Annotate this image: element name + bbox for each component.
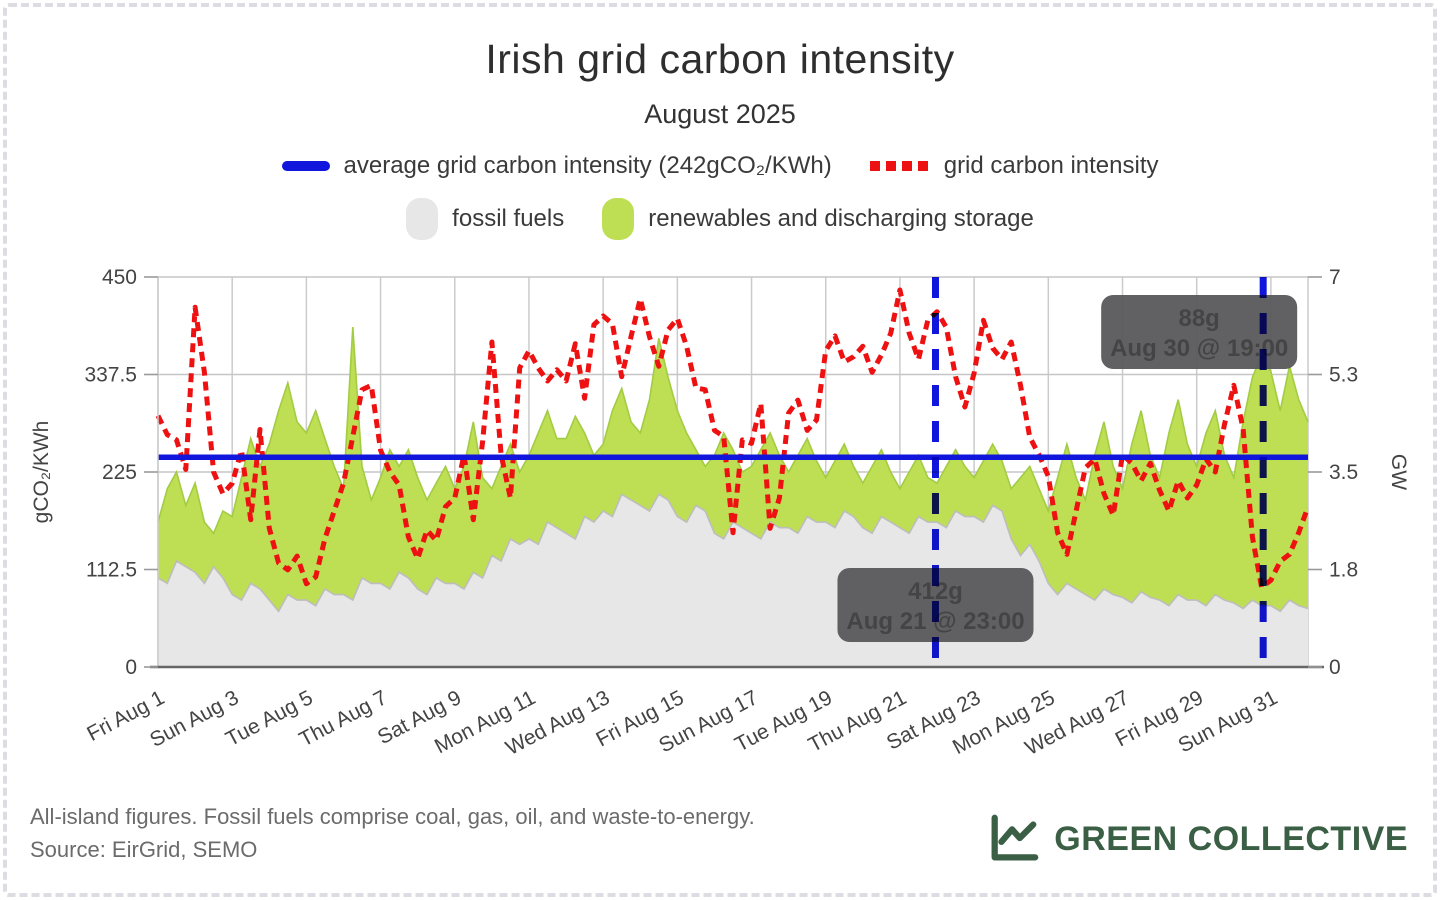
svg-text:225: 225 — [102, 461, 137, 484]
chart-subtitle: August 2025 — [644, 99, 796, 129]
footer-note: All-island figures. Fossil fuels compris… — [30, 804, 755, 829]
legend-item-average: average grid carbon intensity (242gCO₂/K… — [281, 152, 832, 180]
left-axis: 0 112.5 225 337.5 450 gCO₂/KWh — [30, 266, 158, 679]
renewables-area — [158, 327, 1308, 612]
svg-text:5.3: 5.3 — [1329, 364, 1358, 387]
legend-label-average: average grid carbon intensity (242gCO₂/K… — [343, 152, 832, 179]
legend-item-intensity: grid carbon intensity — [869, 152, 1159, 180]
footer: All-island figures. Fossil fuels compris… — [30, 800, 755, 866]
chart-title: Irish grid carbon intensity — [485, 36, 955, 82]
carbon-intensity-line — [155, 287, 1311, 590]
svg-text:7: 7 — [1329, 266, 1341, 289]
legend-item-renewables: renewables and discharging storage — [602, 198, 1034, 240]
carbon-intensity-chart[interactable]: 0 112.5 225 337.5 450 gCO₂/KWh 0 1.8 3.5 5.3 7 GW Fr… — [0, 250, 1440, 800]
svg-text:0: 0 — [1329, 656, 1341, 679]
right-axis: 0 1.8 3.5 5.3 7 GW — [1308, 266, 1410, 679]
average-line-swatch-icon — [281, 161, 330, 171]
legend-label-intensity: grid carbon intensity — [943, 152, 1159, 179]
svg-text:3.5: 3.5 — [1329, 461, 1358, 484]
fossil-swatch-icon — [406, 198, 439, 240]
svg-text:0: 0 — [125, 656, 137, 679]
svg-text:1.8: 1.8 — [1329, 559, 1358, 582]
svg-text:337.5: 337.5 — [84, 364, 137, 387]
left-axis-title: gCO₂/KWh — [30, 421, 53, 524]
legend-row-1: average grid carbon intensity (242gCO₂/K… — [0, 152, 1440, 180]
legend-row-2: fossil fuels renewables and discharging … — [0, 198, 1440, 240]
svg-text:450: 450 — [102, 266, 137, 289]
footer-source: Source: EirGrid, SEMO — [30, 837, 258, 862]
svg-text:Aug 30 @ 19:00: Aug 30 @ 19:00 — [1110, 335, 1288, 362]
legend-label-fossil: fossil fuels — [452, 205, 565, 232]
right-axis-title: GW — [1387, 454, 1410, 490]
svg-text:88g: 88g — [1178, 305, 1219, 332]
tooltip-88g: 88g Aug 30 @ 19:00 — [1101, 295, 1298, 369]
renewables-swatch-icon — [602, 198, 635, 240]
svg-text:112.5: 112.5 — [86, 559, 137, 582]
brand-name: GREEN COLLECTIVE — [1054, 819, 1408, 858]
legend-item-fossil: fossil fuels — [406, 198, 564, 240]
renewables-area-edge — [157, 327, 1309, 535]
dotted-line-swatch-icon — [869, 161, 930, 171]
chart-line-icon — [991, 814, 1039, 861]
legend-label-renewables: renewables and discharging storage — [648, 205, 1034, 232]
brand-logo: GREEN COLLECTIVE — [986, 812, 1408, 866]
